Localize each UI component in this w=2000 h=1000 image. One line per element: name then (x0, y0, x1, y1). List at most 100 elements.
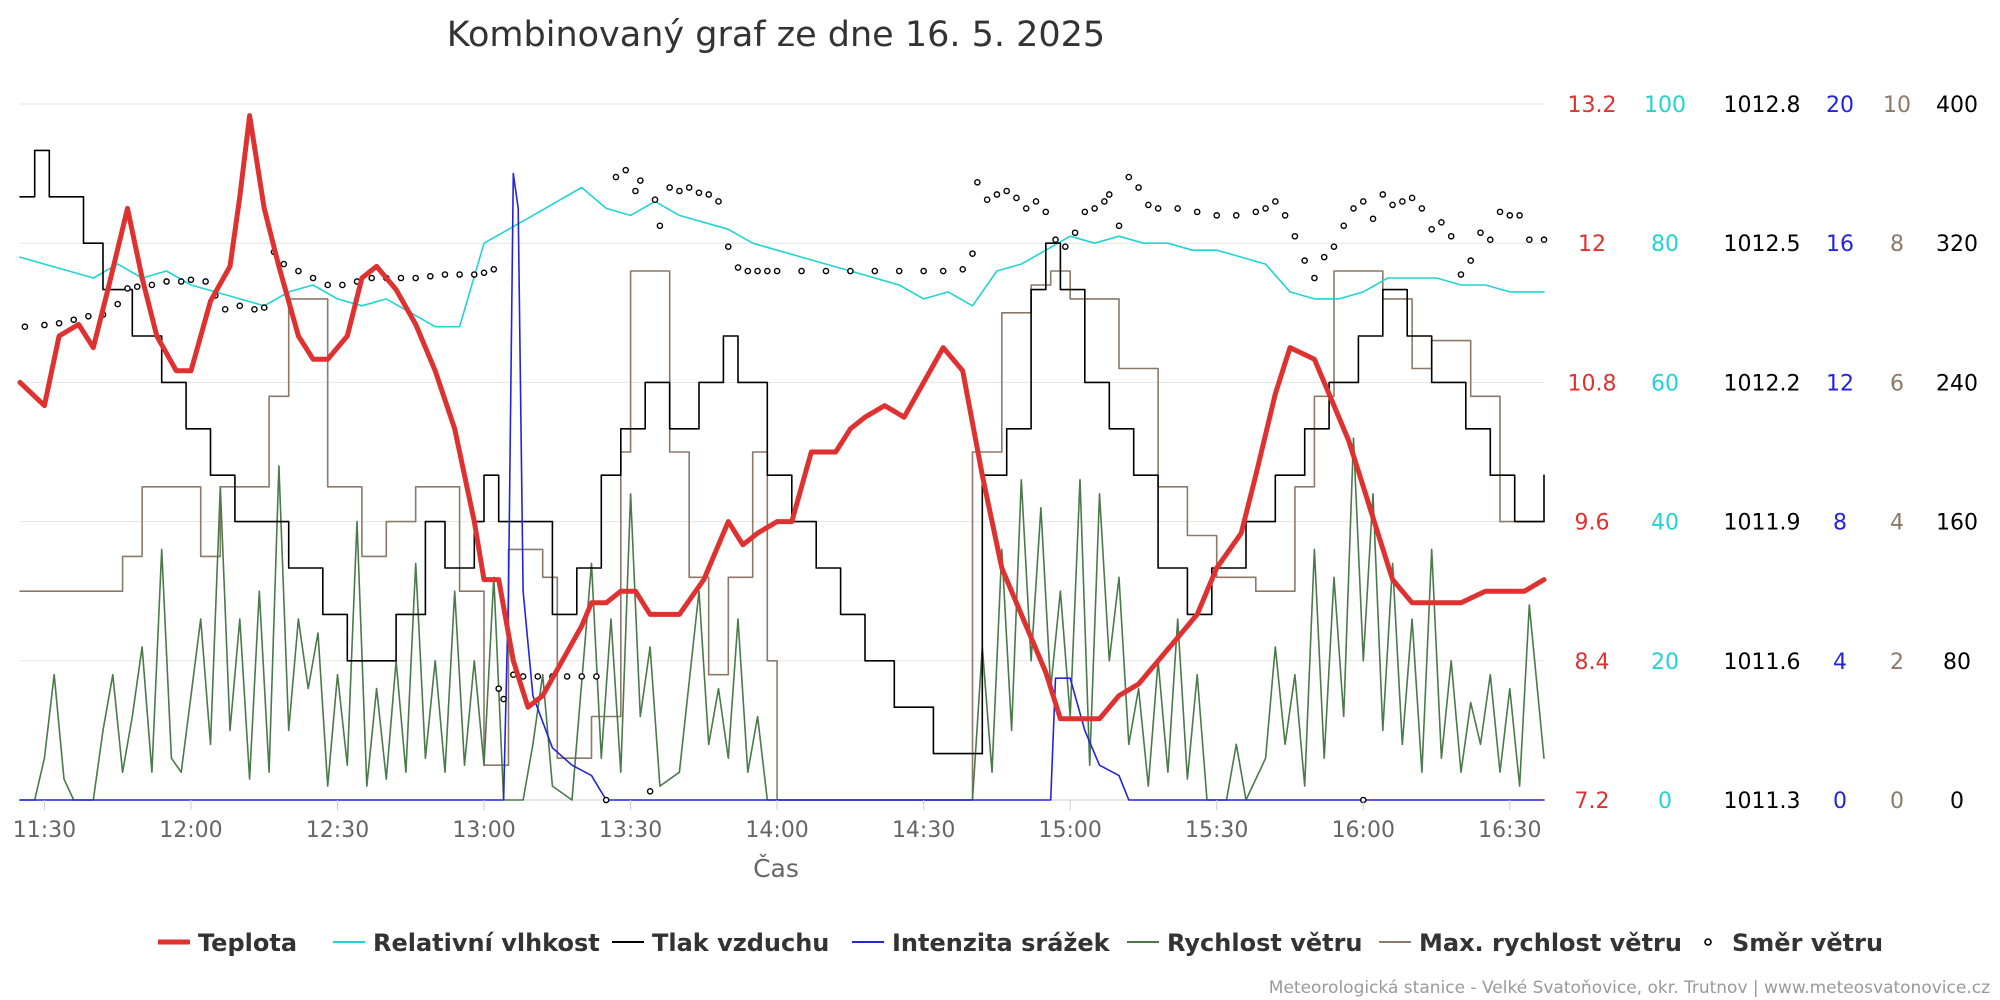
wind-direction-point (260, 304, 268, 311)
wind-direction-point (1272, 198, 1279, 205)
wind-direction-point (959, 265, 967, 273)
chart-title: Kombinovaný graf ze dne 16. 5. 2025 (447, 15, 1105, 55)
y-tick-label-hum: 0 (1658, 789, 1672, 814)
wind-direction-point (646, 788, 654, 795)
wind-direction-point (798, 267, 805, 275)
wind-direction-point (480, 269, 488, 277)
y-tick-label-dir: 80 (1943, 650, 1971, 675)
wind-direction-point (1042, 208, 1050, 216)
y-tick-label-dir: 0 (1950, 789, 1964, 814)
x-axis: 11:30 12:00 12:30 13:00 13:30 14:00 14:30 15:00… (13, 800, 1542, 843)
series-max-rychlost-vetru (19, 270, 1545, 801)
wind-direction-point (280, 260, 288, 268)
wind-direction-point (685, 184, 693, 191)
wind-direction-point (397, 274, 405, 282)
wind-direction-point (21, 323, 29, 331)
y-tick-label-temp: 10.8 (1568, 371, 1617, 396)
y-tick-label-rain: 16 (1826, 232, 1854, 257)
wind-direction-point (632, 187, 639, 195)
wind-direction-point (55, 319, 63, 327)
wind-direction-point (734, 264, 742, 271)
wind-direction-point (822, 267, 830, 275)
wind-direction-point (895, 267, 903, 275)
y-tick-label-hum: 100 (1644, 93, 1686, 118)
wind-direction-point (309, 274, 317, 282)
wind-direction-point (1213, 212, 1221, 219)
y-tick-label-temp: 13.2 (1568, 93, 1617, 118)
x-tick-label: 12:00 (159, 818, 222, 843)
wind-direction-point (368, 274, 375, 282)
wind-direction-point (1301, 257, 1308, 264)
wind-direction-point (1174, 205, 1181, 212)
wind-direction-point (221, 306, 229, 313)
y-tick-label-gust: 10 (1883, 93, 1911, 118)
y-tick-label-press: 1012.8 (1724, 93, 1801, 118)
credits-text[interactable]: Meteorologická stanice - Velké Svatoňovi… (1269, 978, 1990, 998)
series-rychlost-vetru (19, 437, 1545, 801)
wind-direction-point (295, 267, 302, 275)
wind-direction-point (1486, 236, 1494, 244)
wind-direction-point (1101, 198, 1108, 205)
y-tick-label-rain: 20 (1826, 93, 1854, 118)
wind-direction-point (764, 267, 771, 275)
wind-direction-point (1232, 212, 1240, 219)
wind-direction-point (651, 196, 659, 203)
wind-direction-point (656, 222, 664, 230)
y-tick-label-temp: 9.6 (1575, 511, 1610, 536)
wind-direction-point (470, 271, 478, 278)
wind-direction-point (1052, 236, 1059, 244)
series-intenzita-srazek (19, 172, 1545, 801)
legend-item[interactable]: Teplota (158, 929, 297, 957)
wind-direction-point (163, 278, 170, 285)
wind-direction-point (578, 673, 586, 680)
wind-direction-point (1399, 198, 1406, 205)
wind-direction-point (1154, 205, 1162, 212)
x-tick-label: 15:30 (1185, 818, 1248, 843)
wind-direction-point (1262, 205, 1269, 212)
legend-symbol (1704, 938, 1712, 946)
y-tick-label-gust: 0 (1890, 789, 1904, 814)
y-tick-label-hum: 60 (1651, 371, 1679, 396)
wind-direction-point (974, 178, 981, 186)
wind-direction-point (412, 274, 419, 282)
y-tick-label-gust: 4 (1890, 511, 1904, 536)
wind-direction-point (871, 267, 879, 275)
legend-label: Rychlost větru (1167, 929, 1363, 957)
legend-item[interactable]: Směr větru (1704, 929, 1883, 957)
wind-direction-point (324, 281, 332, 289)
legend-item[interactable]: Rychlost větru (1127, 929, 1363, 957)
y-tick-label-press: 1012.2 (1724, 371, 1801, 396)
wind-direction-point (1359, 198, 1367, 205)
y-tick-label-dir: 400 (1936, 93, 1978, 118)
legend-item[interactable]: Relativní vlhkost (333, 929, 600, 957)
wind-direction-point (1496, 208, 1504, 216)
wind-direction-point (1320, 253, 1328, 261)
legend-label: Směr větru (1732, 929, 1883, 957)
wind-direction-point (1379, 191, 1387, 198)
wind-direction-point (1032, 198, 1040, 205)
y-tick-label-rain: 12 (1826, 371, 1854, 396)
series-teplota (17, 113, 1547, 722)
y-tick-label-hum: 80 (1651, 232, 1679, 257)
series-relativni-vlhkost (19, 186, 1545, 328)
wind-direction-point (676, 187, 683, 195)
wind-direction-point (1477, 229, 1484, 237)
wind-direction-point (1526, 236, 1533, 244)
legend[interactable]: Teplota Relativní vlhkost Tlak vzduchu Inte… (158, 929, 1883, 957)
wind-direction-point (41, 321, 48, 329)
y-tick-label-gust: 8 (1890, 232, 1904, 257)
wind-direction-point (1252, 208, 1260, 216)
y-tick-label-dir: 320 (1936, 232, 1978, 257)
y-tick-label-temp: 7.2 (1575, 789, 1610, 814)
wind-direction-point (612, 173, 620, 181)
legend-item[interactable]: Intenzita srážek (852, 929, 1111, 957)
wind-direction-point (563, 673, 571, 680)
x-tick-label: 15:00 (1038, 818, 1101, 843)
wind-direction-point (1438, 219, 1445, 226)
legend-item[interactable]: Max. rychlost větru (1379, 929, 1682, 957)
wind-direction-point (847, 267, 854, 275)
wind-direction-point (490, 265, 498, 273)
legend-item[interactable]: Tlak vzduchu (612, 929, 829, 957)
wind-direction-point (1369, 215, 1377, 223)
